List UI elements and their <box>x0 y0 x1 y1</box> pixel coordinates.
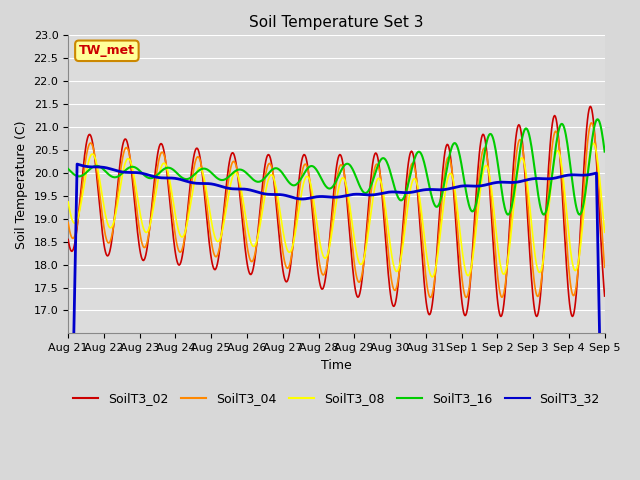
Y-axis label: Soil Temperature (C): Soil Temperature (C) <box>15 120 28 249</box>
Legend: SoilT3_02, SoilT3_04, SoilT3_08, SoilT3_16, SoilT3_32: SoilT3_02, SoilT3_04, SoilT3_08, SoilT3_… <box>68 387 605 410</box>
Text: TW_met: TW_met <box>79 44 135 57</box>
Title: Soil Temperature Set 3: Soil Temperature Set 3 <box>249 15 424 30</box>
X-axis label: Time: Time <box>321 359 352 372</box>
